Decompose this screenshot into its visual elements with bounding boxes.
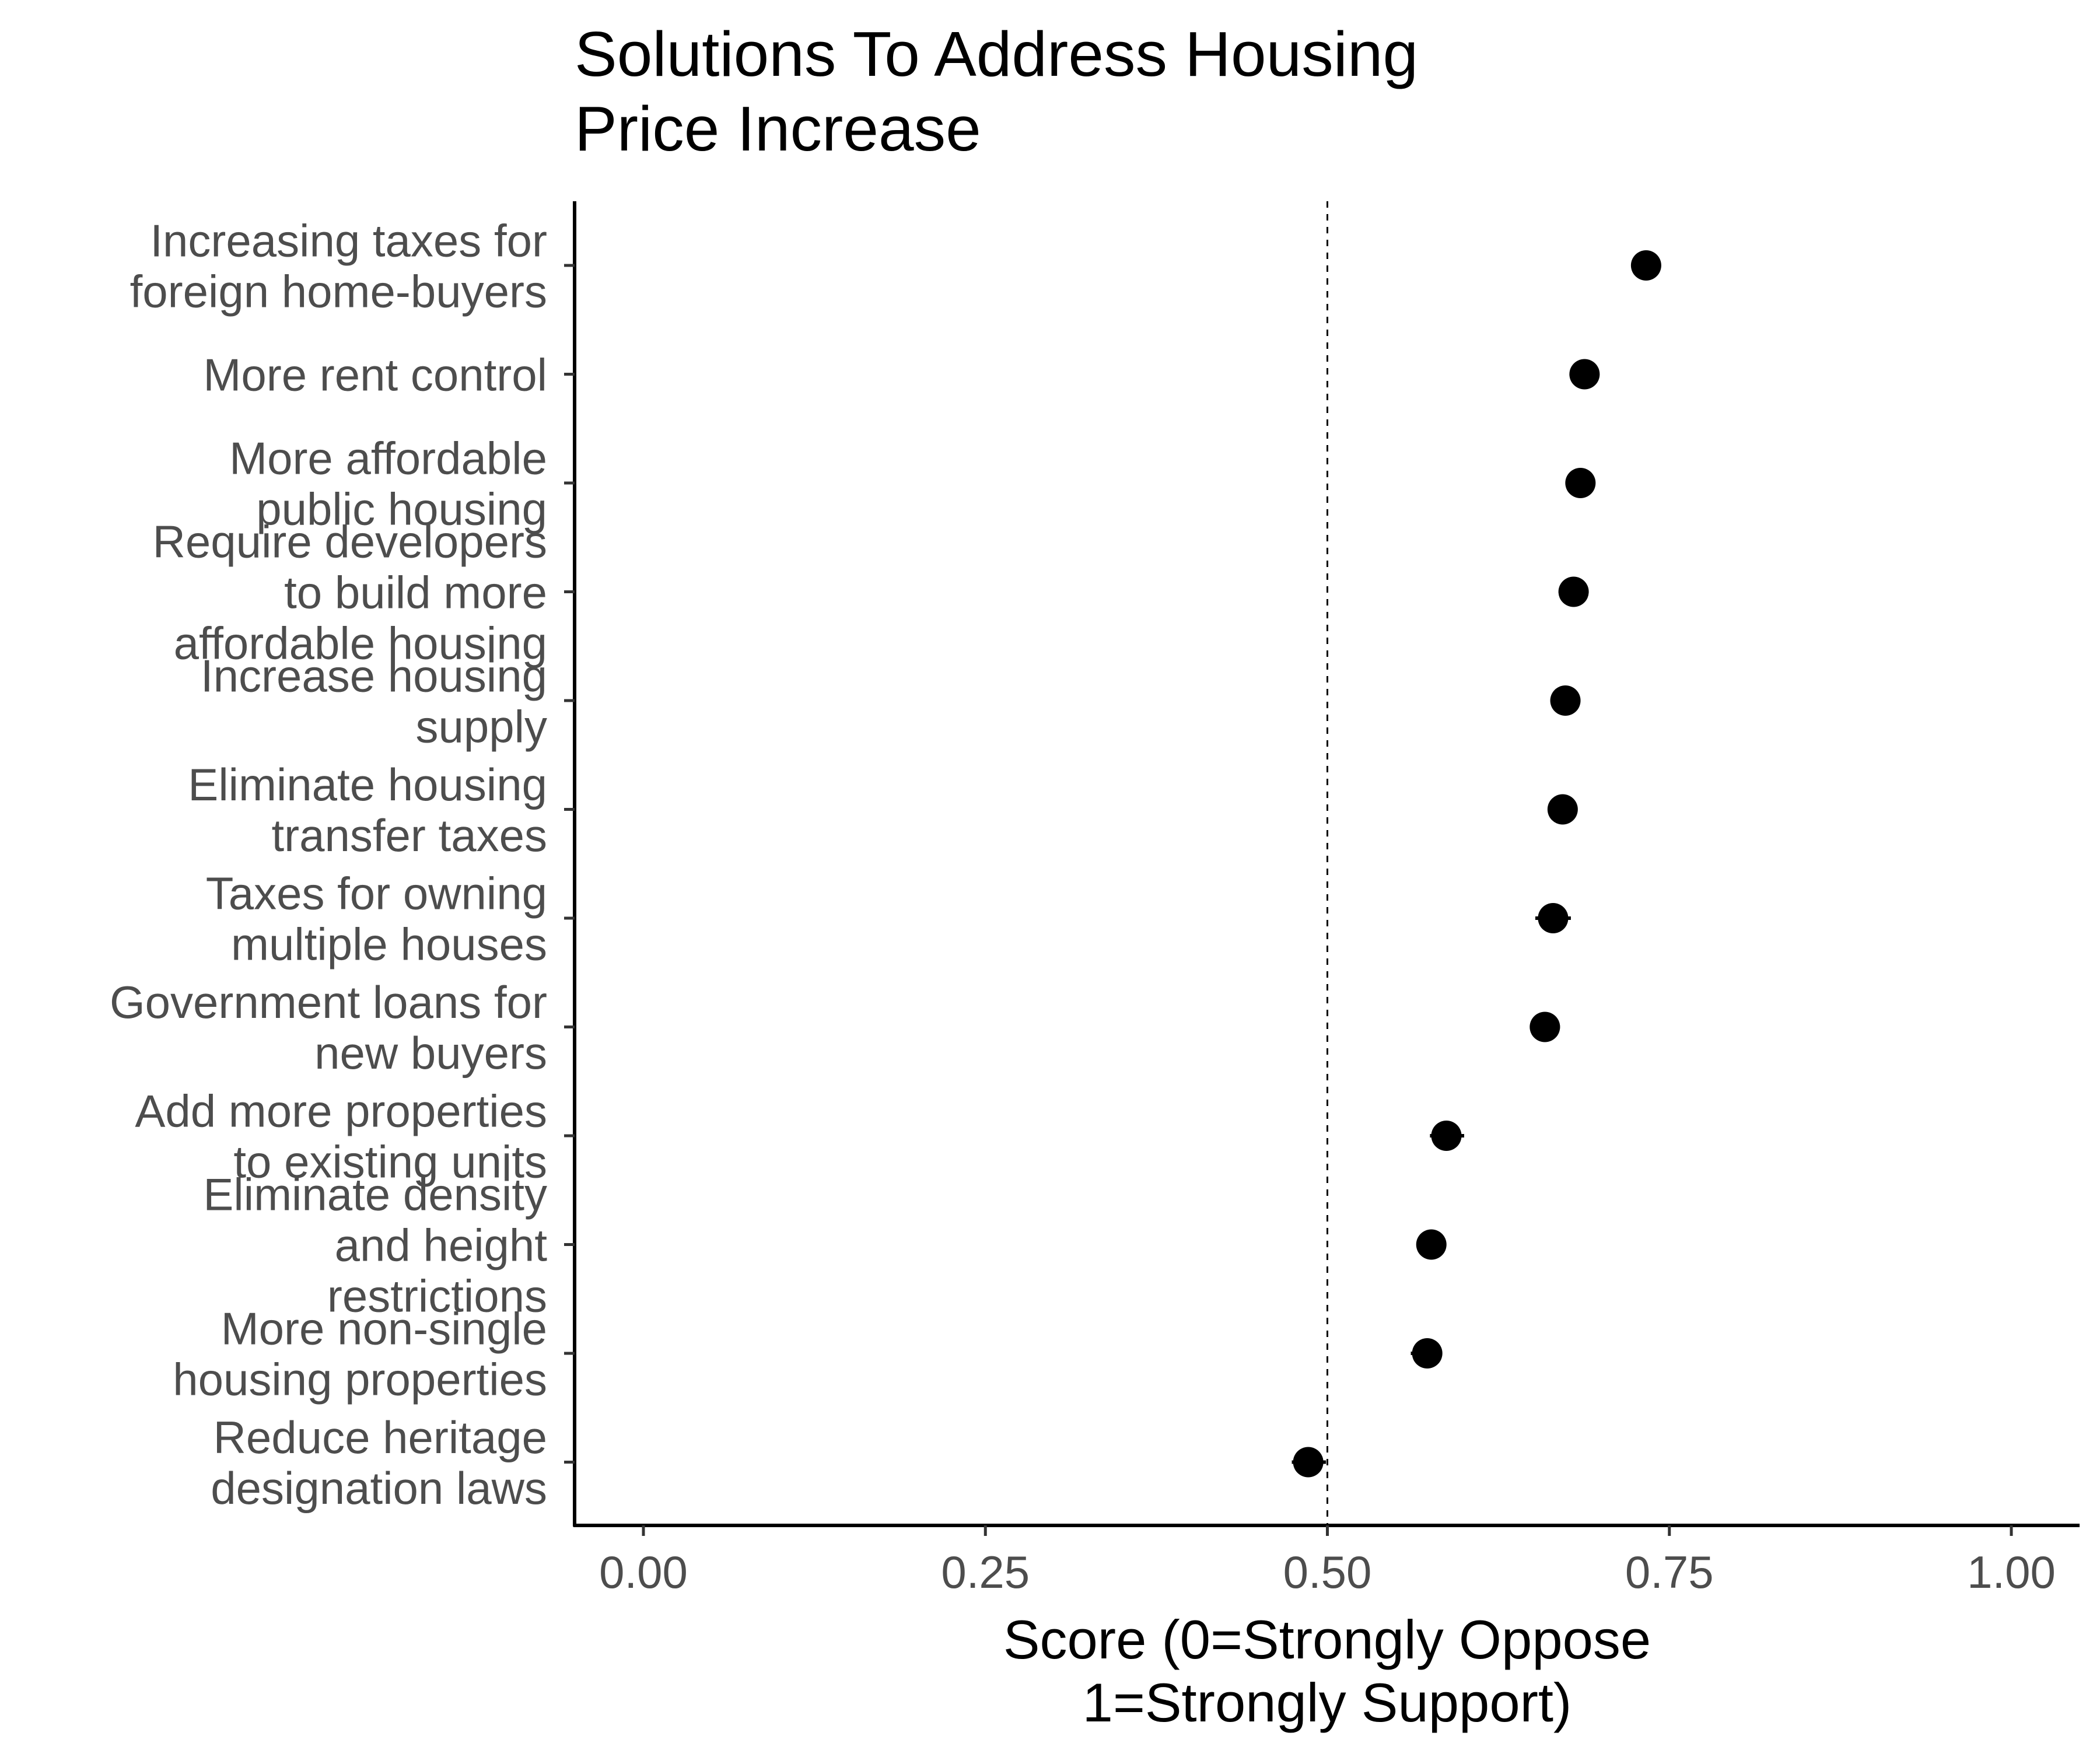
y-tick-label-line: Reduce heritage (214, 1412, 547, 1463)
x-tick-label: 0.50 (1283, 1546, 1372, 1598)
data-point (1550, 685, 1581, 716)
y-tick-label-line: multiple houses (231, 919, 547, 970)
y-tick-label-line: public housing (256, 484, 547, 535)
data-point (1558, 576, 1589, 607)
y-tick-label-line: Increasing taxes for (150, 215, 547, 267)
y-axis-tick-labels: Increasing taxes for foreign home-buyers M… (110, 215, 547, 1514)
y-tick-label-line: affordable housing (174, 618, 547, 669)
y-tick-label: Eliminate housing transfer taxes (188, 759, 547, 861)
y-tick-label-line: Require developers (153, 516, 547, 568)
x-axis-tick-labels: 0.00 0.25 0.50 0.75 1.00 (599, 1546, 2056, 1598)
y-tick-label: More non-single housing properties (173, 1303, 547, 1405)
y-tick-label: Increase housing supply (201, 650, 547, 752)
x-axis-title-line: 1=Strongly Support) (1083, 1672, 1572, 1733)
y-tick-label-line: housing properties (173, 1354, 547, 1405)
y-tick-label: More rent control (203, 349, 547, 401)
data-point (1569, 359, 1600, 390)
y-tick-label-line: and height (335, 1220, 548, 1271)
x-tick-label: 0.00 (599, 1546, 688, 1598)
y-tick-label: Eliminate density and height restrictions (203, 1169, 547, 1322)
y-tick-label: Taxes for owning multiple houses (206, 868, 547, 970)
data-point (1547, 794, 1578, 825)
y-tick-label-line: More affordable (229, 433, 547, 484)
x-tick-label: 1.00 (1967, 1546, 2056, 1598)
data-point (1416, 1229, 1447, 1260)
axes (564, 201, 2080, 1536)
y-tick-label: More affordable public housing (229, 433, 547, 535)
y-tick-label-line: to build more (284, 567, 547, 618)
y-tick-label: Add more properties to existing units (135, 1086, 547, 1188)
y-tick-label: Require developers to build more affordabl… (153, 516, 547, 669)
y-tick-label-line: new buyers (314, 1027, 547, 1079)
x-tick-label: 0.25 (941, 1546, 1030, 1598)
y-tick-label-line: Add more properties (135, 1086, 547, 1137)
y-tick-label-line: Taxes for owning (206, 868, 547, 919)
y-tick-label-line: designation laws (211, 1462, 547, 1514)
y-tick-label-line: restrictions (327, 1270, 547, 1322)
data-point (1412, 1338, 1443, 1368)
y-tick-label: Government loans for new buyers (110, 977, 547, 1079)
chart-title-line: Solutions To Address Housing (575, 19, 1418, 90)
y-tick-label-line: to existing units (233, 1136, 547, 1188)
data-point (1538, 903, 1569, 933)
y-tick-label-line: More non-single (221, 1303, 547, 1354)
y-tick-label-line: supply (416, 701, 547, 752)
y-tick-label-line: Government loans for (110, 977, 547, 1028)
y-tick-label-line: Increase housing (201, 650, 547, 702)
x-tick-label: 0.75 (1625, 1546, 1714, 1598)
x-axis-title-line: Score (0=Strongly Oppose (1003, 1609, 1651, 1670)
data-point (1293, 1447, 1324, 1478)
y-tick-label-line: transfer taxes (271, 810, 547, 861)
data-point (1630, 250, 1661, 281)
y-tick-label-line: foreign home-buyers (130, 266, 547, 317)
y-tick-label: Increasing taxes for foreign home-buyers (130, 215, 547, 317)
data-point (1565, 468, 1596, 498)
y-tick-label-line: Eliminate housing (188, 759, 547, 810)
y-tick-label-line: Eliminate density (203, 1169, 547, 1220)
data-point (1530, 1012, 1560, 1042)
y-tick-label: Reduce heritage designation laws (211, 1412, 547, 1514)
y-tick-label-line: More rent control (203, 349, 547, 401)
data-point (1431, 1121, 1462, 1151)
data-points (1292, 250, 1661, 1478)
chart-title-line: Price Increase (575, 93, 981, 164)
